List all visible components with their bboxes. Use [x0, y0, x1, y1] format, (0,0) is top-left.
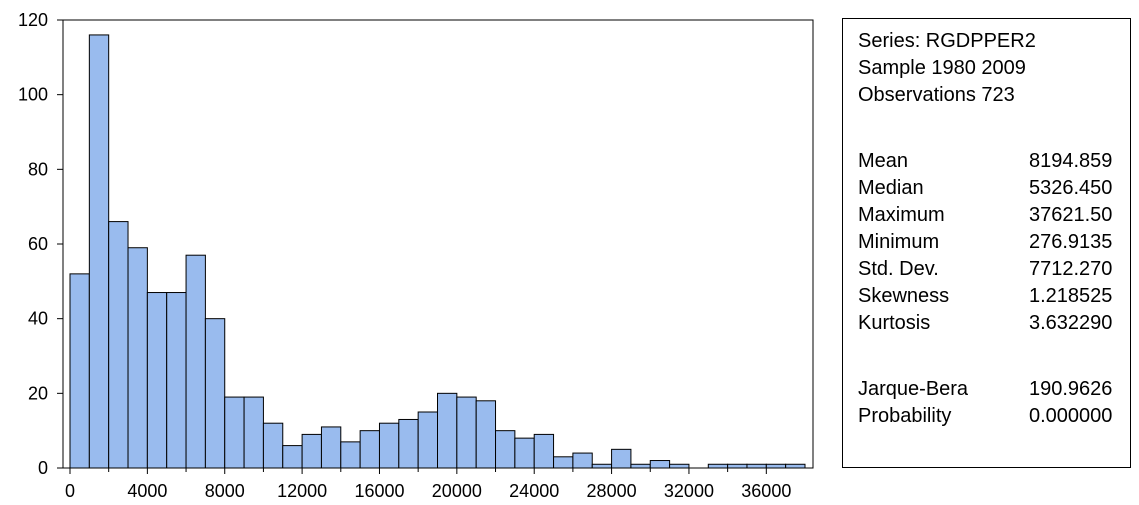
stat-label-jarque-bera: Jarque-Bera	[858, 378, 969, 400]
x-tick-label: 28000	[587, 481, 637, 501]
x-tick-label: 12000	[277, 481, 327, 501]
histogram-bar	[204, 318, 226, 469]
histogram-bar	[785, 463, 806, 469]
histogram-bar	[707, 463, 729, 469]
histogram-bar	[108, 221, 129, 469]
y-tick-label: 100	[18, 85, 48, 105]
stat-value-kurtosis: 3.632290	[1029, 312, 1113, 334]
sample-range: Sample 1980 2009	[858, 57, 1026, 79]
stat-value-minimum: 276.9135	[1029, 231, 1113, 253]
histogram-bar	[69, 273, 90, 469]
series-name: Series: RGDPPER2	[858, 30, 1036, 52]
histogram-chart: 0 4000 8000 12000 16000 20000 24000 28000 32000 3…	[18, 10, 814, 501]
histogram-bar	[166, 292, 187, 469]
histogram-bar	[746, 463, 767, 469]
histogram-bar	[727, 463, 748, 469]
x-tick-label: 20000	[432, 481, 482, 501]
stat-value-maximum: 37621.50	[1029, 204, 1113, 226]
histogram-bar	[572, 452, 593, 469]
histogram-bars	[69, 34, 806, 469]
observation-count: Observations 723	[858, 84, 1015, 106]
histogram-bar	[262, 422, 284, 469]
stat-label-median: Median	[858, 177, 924, 199]
histogram-bar	[611, 448, 632, 469]
stat-label-mean: Mean	[858, 150, 909, 172]
histogram-bar	[282, 445, 303, 469]
histogram-bar	[553, 456, 574, 469]
histogram-bar	[495, 430, 516, 469]
histogram-bar	[437, 392, 458, 469]
histogram-bar	[185, 254, 206, 469]
stat-value-jarque-bera: 190.9626	[1029, 378, 1113, 400]
histogram-bar	[224, 396, 245, 469]
y-tick-label: 120	[18, 10, 48, 30]
histogram-bar	[630, 463, 651, 469]
histogram-bar	[591, 463, 613, 469]
stat-label-minimum: Minimum	[858, 231, 940, 253]
stat-value-skewness: 1.218525	[1029, 285, 1113, 307]
stat-label-maximum: Maximum	[858, 204, 945, 226]
histogram-bar	[669, 463, 690, 469]
histogram-bar	[340, 441, 361, 469]
x-tick-label: 36000	[741, 481, 791, 501]
stat-label-std-dev: Std. Dev.	[858, 258, 939, 280]
histogram-bar	[514, 437, 535, 469]
y-tick-label: 20	[28, 383, 48, 403]
histogram-bar	[243, 396, 264, 469]
histogram-bar	[88, 34, 110, 469]
histogram-bar	[475, 400, 497, 469]
histogram-bar	[127, 247, 148, 469]
x-tick-label: 0	[65, 481, 75, 501]
statistics-panel: Series: RGDPPER2 Sample 1980 2009 Observ…	[842, 18, 1131, 468]
x-tick-label: 8000	[205, 481, 245, 501]
y-tick-label: 0	[38, 458, 48, 478]
histogram-bar	[378, 422, 400, 469]
stat-label-kurtosis: Kurtosis	[858, 312, 931, 334]
stat-label-probability: Probability	[858, 405, 952, 427]
x-tick-label: 4000	[127, 481, 167, 501]
x-tick-label: 24000	[509, 481, 559, 501]
y-tick-label: 80	[28, 159, 48, 179]
histogram-bar	[398, 418, 419, 469]
y-tick-label: 40	[28, 309, 48, 329]
histogram-bar	[533, 433, 555, 469]
x-tick-label: 32000	[664, 481, 714, 501]
histogram-bar	[146, 292, 168, 469]
stat-label-skewness: Skewness	[858, 285, 950, 307]
stat-value-probability: 0.000000	[1029, 405, 1113, 427]
y-axis: 0 20 40 60 80 100 120	[18, 10, 63, 478]
histogram-bar	[301, 433, 322, 469]
y-tick-label: 60	[28, 234, 48, 254]
histogram-bar	[320, 426, 342, 469]
stat-value-median: 5326.450	[1029, 177, 1113, 199]
stat-value-mean: 8194.859	[1029, 150, 1113, 172]
histogram-bar	[359, 430, 380, 469]
histogram-bar	[456, 396, 477, 469]
histogram-bar	[417, 411, 439, 469]
histogram-bar	[765, 463, 787, 469]
x-axis: 0 4000 8000 12000 16000 20000 24000 28000 32000 3…	[65, 468, 791, 501]
histogram-bar	[649, 460, 671, 469]
stat-value-std-dev: 7712.270	[1029, 258, 1113, 280]
x-tick-label: 16000	[354, 481, 404, 501]
